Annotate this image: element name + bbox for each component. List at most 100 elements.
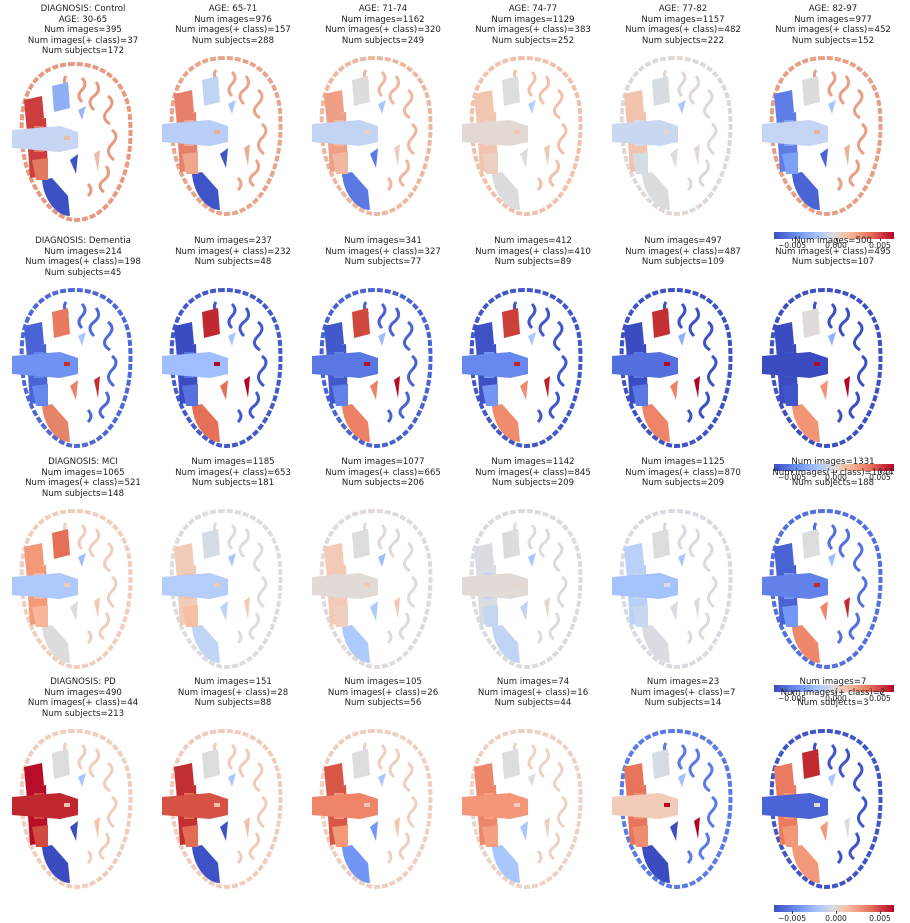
panel-title-line: Num images(+ class)=44 xyxy=(27,698,139,709)
gyri xyxy=(62,522,118,645)
panel-title: Num images=151 Num images(+ class)=28 Num … xyxy=(158,677,308,709)
panel-title-line: Num images=1162 xyxy=(341,14,425,25)
colorbar: −0.005 0.000 0.005 xyxy=(774,232,894,250)
panel-title: DIAGNOSIS: Control AGE: 30-65 Num images=3… xyxy=(8,4,158,57)
region-top xyxy=(502,76,520,106)
cortical-ribbon xyxy=(19,287,133,449)
panel-title-line: Num images(+ class)=2 xyxy=(780,687,886,698)
cortical-ribbon xyxy=(769,287,883,449)
region-sub-a xyxy=(678,100,686,114)
colorbar: −0.005 0.000 0.005 xyxy=(774,464,894,482)
region-lower-left xyxy=(342,625,370,663)
panel-title-line: Num images=497 xyxy=(644,236,722,246)
region-lower-left xyxy=(342,404,370,442)
region-core-spot xyxy=(814,803,820,807)
brain-slice xyxy=(612,287,733,449)
cortical-ribbon xyxy=(169,508,283,670)
region-sub-a xyxy=(528,773,536,787)
panel-title: Num images=23 Num images(+ class)=7 Num su… xyxy=(608,677,758,709)
panel-title-line: Num subjects=188 xyxy=(791,478,875,489)
panel-title-line: Num subjects=152 xyxy=(791,35,875,46)
panel-title: AGE: 65-71 Num images=976 Num images(+ cla… xyxy=(158,4,308,46)
region-core-spot xyxy=(514,130,520,134)
region-core xyxy=(612,352,678,378)
gyri xyxy=(362,301,418,424)
region-core xyxy=(312,120,378,146)
panel-title-line: Num subjects=89 xyxy=(494,257,572,268)
gyri xyxy=(662,301,718,424)
panel: AGE: 82-97 Num images=977 Num images(+ cla… xyxy=(758,4,908,250)
region-left-lower xyxy=(182,152,198,174)
region-top xyxy=(802,76,820,106)
region-left-upper xyxy=(774,763,794,789)
panel-title-line: Num subjects=109 xyxy=(641,257,725,268)
region-sub-c xyxy=(844,597,850,619)
region-core xyxy=(762,793,828,819)
region-core xyxy=(762,120,828,146)
region-sub-b xyxy=(70,821,78,841)
region-sub-a xyxy=(228,332,236,346)
region-sub-b xyxy=(520,380,528,400)
region-left-upper xyxy=(474,322,494,348)
region-sub-a xyxy=(78,332,86,346)
region-top xyxy=(652,308,670,338)
region-left-lower xyxy=(482,152,498,174)
region-lower-left xyxy=(642,625,670,663)
region-core xyxy=(612,793,678,819)
region-top xyxy=(202,76,220,106)
region-lower-left xyxy=(192,172,220,210)
brain-slice xyxy=(12,61,133,223)
region-core xyxy=(312,352,378,378)
region-core-spot xyxy=(214,362,220,366)
brain-slice xyxy=(762,55,883,217)
region-core xyxy=(762,352,828,378)
region-lower-left xyxy=(642,845,670,883)
panel-title: Num images=1331 Num images(+ class)=1044 N… xyxy=(758,457,908,489)
brain-slice xyxy=(612,728,733,890)
region-lower-left xyxy=(42,845,70,883)
cortical-ribbon xyxy=(319,287,433,449)
cortical-ribbon xyxy=(469,55,583,217)
region-top xyxy=(802,529,820,559)
region-core-spot xyxy=(64,362,70,366)
region-left-lower xyxy=(332,825,348,847)
region-left-upper xyxy=(24,763,44,789)
region-left-lower xyxy=(482,605,498,627)
region-left-lower xyxy=(482,825,498,847)
brain-slice xyxy=(162,55,283,217)
region-core-spot xyxy=(214,130,220,134)
region-sub-a xyxy=(378,773,386,787)
colorbar-tick-label: 0.005 xyxy=(869,914,891,923)
colorbar-tick-label: −0.005 xyxy=(777,473,807,482)
region-core xyxy=(12,573,78,599)
region-left-lower xyxy=(332,384,348,406)
region-core xyxy=(462,352,528,378)
brain-slice xyxy=(762,508,883,670)
panel-title-line: Num images(+ class)=452 xyxy=(775,25,891,36)
panel-title: Num images=1125 Num images(+ class)=870 Nu… xyxy=(608,457,758,489)
panel-title-line: Num images=74 xyxy=(496,677,570,687)
panel: Num images=1125 Num images(+ class)=870 Nu… xyxy=(608,457,758,682)
region-sub-b xyxy=(820,601,828,621)
panel-title-line: Num images(+ class)=37 xyxy=(27,35,139,46)
panel-title-line: Num subjects=249 xyxy=(341,35,425,46)
panel-title-line: Num images(+ class)=157 xyxy=(175,25,291,36)
region-lower-left xyxy=(42,178,70,216)
panel-title: Num images=500 Num images(+ class)=495 Num… xyxy=(758,236,908,268)
region-sub-b xyxy=(370,601,378,621)
region-sub-b xyxy=(670,821,678,841)
panel-title-line: Num images=105 xyxy=(344,677,422,687)
colorbar-tick-mark xyxy=(836,470,837,473)
region-sub-c xyxy=(244,597,250,619)
region-top xyxy=(502,529,520,559)
region-left-upper xyxy=(474,543,494,569)
panel-title-line: Num images(+ class)=487 xyxy=(625,246,741,257)
region-sub-b xyxy=(370,821,378,841)
region-sub-b xyxy=(70,601,78,621)
region-sub-a xyxy=(828,773,836,787)
gyri xyxy=(362,742,418,865)
region-sub-c xyxy=(394,817,400,839)
brain-slice xyxy=(162,508,283,670)
panel-title: DIAGNOSIS: Dementia Num images=214 Num ima… xyxy=(8,236,158,278)
region-lower-left xyxy=(792,625,820,663)
